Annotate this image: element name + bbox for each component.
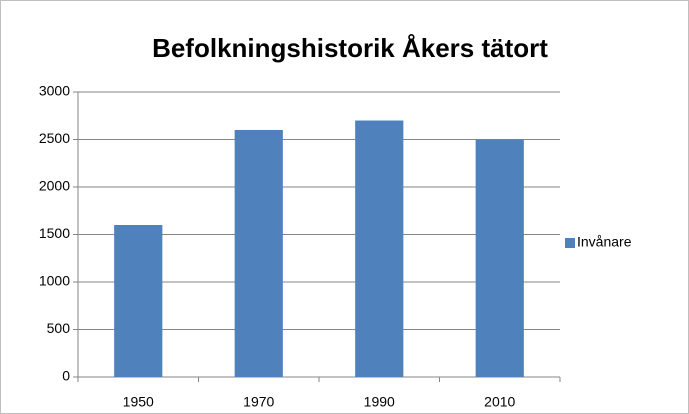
y-tick-label: 500 — [47, 320, 71, 336]
x-tick-label: 1950 — [123, 394, 154, 410]
legend-swatch — [565, 238, 575, 248]
bar — [234, 130, 283, 377]
bar — [355, 120, 404, 377]
x-tick-label: 2010 — [484, 394, 515, 410]
x-tick-label: 1990 — [364, 394, 395, 410]
y-tick-label: 1500 — [39, 225, 70, 241]
chart-title: Befolkningshistorik Åkers tätort — [152, 33, 548, 63]
y-tick-label: 1000 — [39, 273, 70, 289]
x-tick-label: 1970 — [243, 394, 274, 410]
legend-label: Invånare — [577, 234, 632, 250]
y-tick-label: 0 — [62, 368, 70, 384]
bar — [114, 225, 163, 377]
bar — [475, 139, 524, 377]
y-tick-label: 3000 — [39, 83, 70, 99]
y-tick-label: 2000 — [39, 178, 70, 194]
y-tick-label: 2500 — [39, 130, 70, 146]
